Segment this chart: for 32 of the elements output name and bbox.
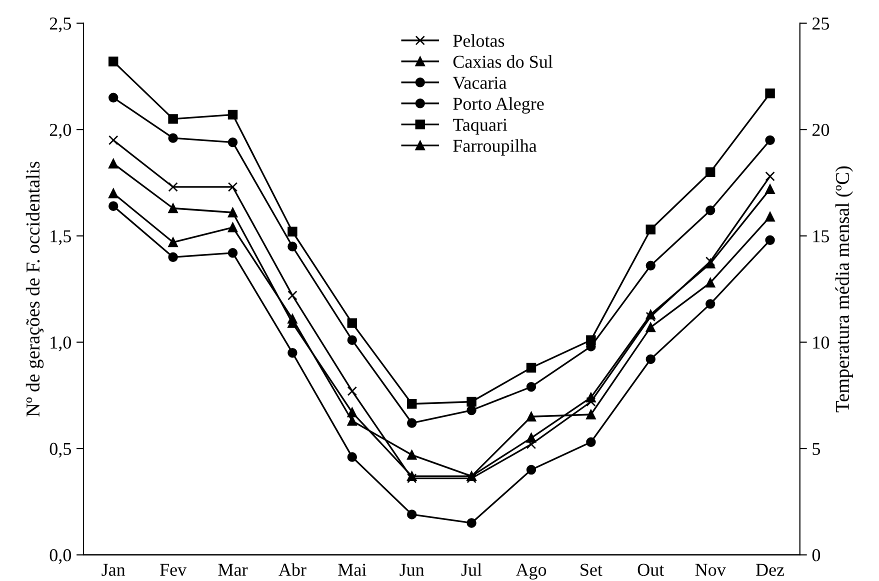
y-tick-label: 1,5 [50, 230, 71, 245]
y2-tick-label: 5 [812, 442, 820, 455]
x-tick-label: Fev [160, 564, 187, 576]
x-tick-label: Dez [756, 564, 784, 576]
y-tick-label: 0,5 [50, 442, 71, 458]
legend-label: Pelotas [453, 34, 504, 47]
x-tick-label: Ago [516, 564, 546, 580]
y2-tick-label: 10 [813, 336, 830, 349]
x-tick-label: Mai [338, 564, 366, 576]
y-axis-title: Nº de gerações de F. occidentalis [26, 162, 44, 417]
y-tick-label: 2,5 [50, 18, 71, 32]
x-tick-label: Jul [461, 563, 482, 576]
legend-label: Caxias do Sul [453, 55, 553, 68]
y2-tick-label: 20 [812, 124, 830, 136]
x-tick-label: Jan [102, 564, 126, 576]
y-tick-label: 0,0 [50, 549, 72, 564]
x-tick-label: Jun [400, 564, 424, 576]
x-tick-label: Abr [278, 563, 306, 576]
legend-label: Porto Alegre [453, 97, 544, 114]
legend-label: Vacaria [452, 76, 507, 89]
y2-tick-label: 25 [812, 18, 830, 30]
x-tick-label: Mar [218, 564, 248, 576]
y2-tick-label: 15 [813, 230, 830, 242]
x-tick-label: Nov [695, 564, 726, 576]
legend-label: Taquari [452, 118, 508, 135]
y-tick-label: 2,0 [50, 124, 72, 139]
y-tick-label: 1,0 [50, 336, 72, 352]
y2-axis-title: Temperatura média mensal (ºC) [835, 166, 853, 412]
y2-tick-label: 0 [812, 549, 820, 562]
x-tick-label: Set [580, 564, 602, 576]
legend-label: Farroupilha [453, 139, 537, 156]
x-tick-label: Out [638, 564, 664, 576]
